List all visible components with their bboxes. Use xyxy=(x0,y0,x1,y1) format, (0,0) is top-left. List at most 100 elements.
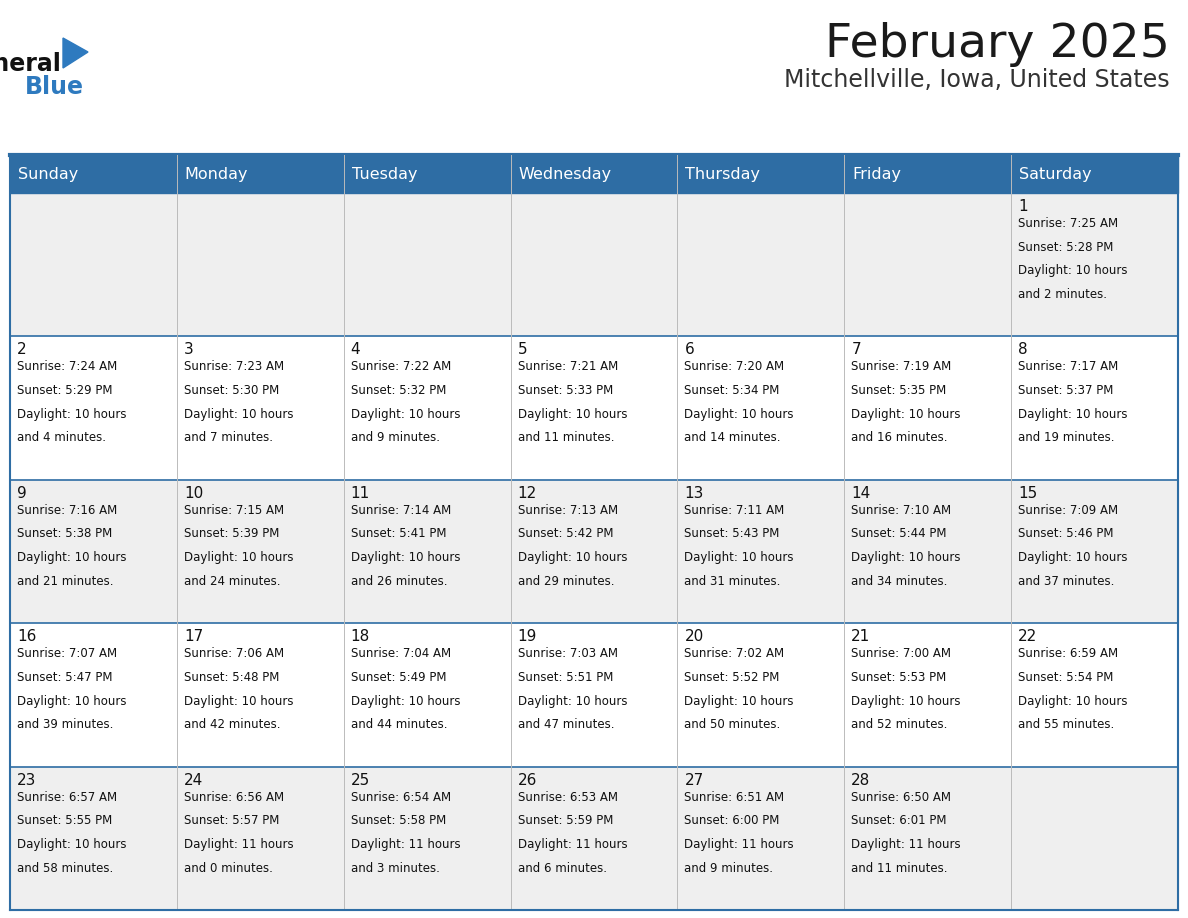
Text: Sunrise: 6:57 AM: Sunrise: 6:57 AM xyxy=(17,790,118,803)
Text: Sunset: 5:41 PM: Sunset: 5:41 PM xyxy=(350,528,447,541)
Text: Sunset: 5:32 PM: Sunset: 5:32 PM xyxy=(350,384,446,397)
Text: Sunrise: 7:04 AM: Sunrise: 7:04 AM xyxy=(350,647,450,660)
Bar xyxy=(511,623,677,767)
Text: Daylight: 10 hours: Daylight: 10 hours xyxy=(17,408,126,420)
Text: Friday: Friday xyxy=(852,166,902,182)
Text: Sunrise: 7:17 AM: Sunrise: 7:17 AM xyxy=(1018,361,1118,374)
Text: Daylight: 10 hours: Daylight: 10 hours xyxy=(852,551,961,565)
Bar xyxy=(845,480,1011,623)
Text: and 21 minutes.: and 21 minutes. xyxy=(17,575,114,588)
Bar xyxy=(10,480,177,623)
Text: Daylight: 10 hours: Daylight: 10 hours xyxy=(1018,408,1127,420)
Text: Daylight: 11 hours: Daylight: 11 hours xyxy=(518,838,627,851)
Text: and 19 minutes.: and 19 minutes. xyxy=(1018,431,1114,444)
Text: Sunrise: 7:06 AM: Sunrise: 7:06 AM xyxy=(184,647,284,660)
Text: Sunrise: 7:24 AM: Sunrise: 7:24 AM xyxy=(17,361,118,374)
Text: and 39 minutes.: and 39 minutes. xyxy=(17,718,113,731)
Text: Sunrise: 7:07 AM: Sunrise: 7:07 AM xyxy=(17,647,118,660)
Text: 25: 25 xyxy=(350,773,369,788)
Text: and 24 minutes.: and 24 minutes. xyxy=(184,575,280,588)
Bar xyxy=(10,336,177,480)
Text: Sunset: 5:51 PM: Sunset: 5:51 PM xyxy=(518,671,613,684)
Text: Sunrise: 6:56 AM: Sunrise: 6:56 AM xyxy=(184,790,284,803)
Text: Sunrise: 7:00 AM: Sunrise: 7:00 AM xyxy=(852,647,952,660)
Text: and 52 minutes.: and 52 minutes. xyxy=(852,718,948,731)
Text: Daylight: 11 hours: Daylight: 11 hours xyxy=(684,838,794,851)
Text: and 7 minutes.: and 7 minutes. xyxy=(184,431,273,444)
Text: 19: 19 xyxy=(518,629,537,644)
Text: and 3 minutes.: and 3 minutes. xyxy=(350,862,440,875)
Text: Sunset: 5:57 PM: Sunset: 5:57 PM xyxy=(184,814,279,827)
Text: Daylight: 10 hours: Daylight: 10 hours xyxy=(852,695,961,708)
Text: Sunrise: 7:09 AM: Sunrise: 7:09 AM xyxy=(1018,504,1118,517)
Text: and 4 minutes.: and 4 minutes. xyxy=(17,431,106,444)
Bar xyxy=(10,155,1178,193)
Text: Blue: Blue xyxy=(25,75,84,99)
Bar xyxy=(177,336,343,480)
Text: Sunrise: 7:20 AM: Sunrise: 7:20 AM xyxy=(684,361,784,374)
Text: Sunday: Sunday xyxy=(18,166,78,182)
Text: Monday: Monday xyxy=(185,166,248,182)
Bar xyxy=(343,767,511,910)
Text: and 55 minutes.: and 55 minutes. xyxy=(1018,718,1114,731)
Text: 2: 2 xyxy=(17,342,26,357)
Text: Sunset: 5:35 PM: Sunset: 5:35 PM xyxy=(852,384,947,397)
Bar xyxy=(845,193,1011,336)
Text: and 11 minutes.: and 11 minutes. xyxy=(518,431,614,444)
Text: Sunrise: 7:02 AM: Sunrise: 7:02 AM xyxy=(684,647,784,660)
Text: and 9 minutes.: and 9 minutes. xyxy=(350,431,440,444)
Text: Sunset: 5:33 PM: Sunset: 5:33 PM xyxy=(518,384,613,397)
Bar xyxy=(845,767,1011,910)
Text: Sunrise: 7:16 AM: Sunrise: 7:16 AM xyxy=(17,504,118,517)
Text: and 50 minutes.: and 50 minutes. xyxy=(684,718,781,731)
Bar xyxy=(511,767,677,910)
Bar xyxy=(10,623,177,767)
Text: Daylight: 11 hours: Daylight: 11 hours xyxy=(184,838,293,851)
Text: Daylight: 10 hours: Daylight: 10 hours xyxy=(184,551,293,565)
Text: Sunrise: 6:59 AM: Sunrise: 6:59 AM xyxy=(1018,647,1118,660)
Bar xyxy=(177,623,343,767)
Text: Sunset: 5:34 PM: Sunset: 5:34 PM xyxy=(684,384,779,397)
Text: General: General xyxy=(0,52,62,76)
Text: 13: 13 xyxy=(684,486,703,501)
Text: Mitchellville, Iowa, United States: Mitchellville, Iowa, United States xyxy=(784,68,1170,92)
Bar xyxy=(845,623,1011,767)
Text: Sunset: 5:47 PM: Sunset: 5:47 PM xyxy=(17,671,113,684)
Text: and 11 minutes.: and 11 minutes. xyxy=(852,862,948,875)
Text: Sunset: 5:42 PM: Sunset: 5:42 PM xyxy=(518,528,613,541)
Text: and 26 minutes.: and 26 minutes. xyxy=(350,575,447,588)
Bar xyxy=(677,336,845,480)
Text: Sunset: 6:01 PM: Sunset: 6:01 PM xyxy=(852,814,947,827)
Text: Sunrise: 6:50 AM: Sunrise: 6:50 AM xyxy=(852,790,952,803)
Text: Sunrise: 7:13 AM: Sunrise: 7:13 AM xyxy=(518,504,618,517)
Text: Sunrise: 6:54 AM: Sunrise: 6:54 AM xyxy=(350,790,450,803)
Text: Sunset: 5:28 PM: Sunset: 5:28 PM xyxy=(1018,241,1113,253)
Text: Sunrise: 7:23 AM: Sunrise: 7:23 AM xyxy=(184,361,284,374)
Text: 9: 9 xyxy=(17,486,27,501)
Text: 1: 1 xyxy=(1018,199,1028,214)
Text: Saturday: Saturday xyxy=(1019,166,1092,182)
Text: Daylight: 10 hours: Daylight: 10 hours xyxy=(1018,695,1127,708)
Bar xyxy=(1011,480,1178,623)
Text: Sunrise: 7:15 AM: Sunrise: 7:15 AM xyxy=(184,504,284,517)
Text: 4: 4 xyxy=(350,342,360,357)
Bar xyxy=(511,193,677,336)
Text: Daylight: 10 hours: Daylight: 10 hours xyxy=(350,408,460,420)
Bar xyxy=(845,336,1011,480)
Text: Sunrise: 7:03 AM: Sunrise: 7:03 AM xyxy=(518,647,618,660)
Bar xyxy=(1011,623,1178,767)
Text: Sunset: 5:52 PM: Sunset: 5:52 PM xyxy=(684,671,779,684)
Text: Daylight: 10 hours: Daylight: 10 hours xyxy=(184,408,293,420)
Text: 6: 6 xyxy=(684,342,694,357)
Polygon shape xyxy=(63,38,88,68)
Text: Daylight: 10 hours: Daylight: 10 hours xyxy=(518,551,627,565)
Text: Daylight: 11 hours: Daylight: 11 hours xyxy=(350,838,460,851)
Text: 3: 3 xyxy=(184,342,194,357)
Text: Thursday: Thursday xyxy=(685,166,760,182)
Text: and 44 minutes.: and 44 minutes. xyxy=(350,718,447,731)
Text: Daylight: 10 hours: Daylight: 10 hours xyxy=(518,695,627,708)
Bar xyxy=(343,623,511,767)
Text: Daylight: 10 hours: Daylight: 10 hours xyxy=(184,695,293,708)
Bar xyxy=(177,767,343,910)
Text: 12: 12 xyxy=(518,486,537,501)
